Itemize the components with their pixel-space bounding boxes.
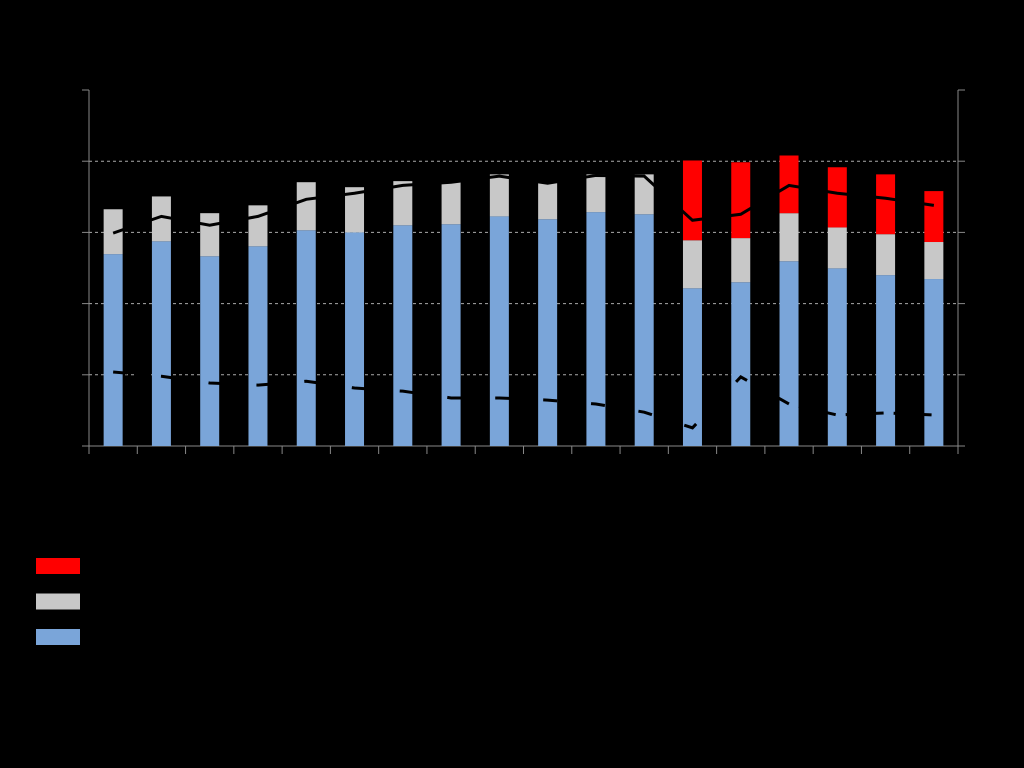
- bar-segment: [489, 174, 509, 217]
- bar-segment: [248, 246, 268, 446]
- bar-segment: [682, 240, 702, 289]
- bar-segment: [731, 162, 751, 239]
- legend-swatch: [36, 593, 80, 610]
- bar-segment: [586, 174, 606, 213]
- bar-segment: [586, 212, 606, 446]
- bar-segment: [248, 205, 268, 247]
- bar-segment: [538, 219, 558, 446]
- bar-segment: [489, 216, 509, 446]
- bar-segment: [345, 187, 365, 233]
- bar-segment: [827, 268, 847, 446]
- bar-segment: [924, 242, 944, 280]
- bar-segment: [296, 230, 316, 446]
- bar-segment: [441, 224, 461, 446]
- bar-segment: [924, 191, 944, 243]
- bar-segment: [682, 160, 702, 241]
- legend-swatch: [36, 629, 80, 645]
- line: [112, 173, 935, 235]
- bar-segment: [731, 282, 751, 446]
- line: [113, 370, 934, 430]
- bar-segment: [634, 214, 654, 446]
- bar-segment: [151, 241, 171, 446]
- bar-segment: [779, 261, 799, 446]
- bar-segment: [393, 181, 413, 226]
- bar-segment: [345, 232, 365, 446]
- bar-segment: [827, 227, 847, 269]
- bar-segment: [634, 174, 654, 215]
- bar-segment: [151, 196, 171, 242]
- bar-segment: [827, 167, 847, 228]
- bar-segment: [296, 182, 316, 231]
- bar-segment: [538, 182, 558, 220]
- bar-segment: [200, 213, 220, 257]
- bar-segment: [876, 174, 896, 235]
- bar-segment: [682, 288, 702, 446]
- bar-segment: [876, 234, 896, 276]
- bar-segment: [441, 182, 461, 225]
- bar-segment: [103, 254, 123, 446]
- bar-segment: [779, 213, 799, 262]
- bar-segment: [393, 225, 413, 446]
- bar-segment: [731, 238, 751, 283]
- bar-segment: [876, 275, 896, 446]
- bar-segment: [200, 256, 220, 446]
- bar-segment: [924, 279, 944, 446]
- legend-swatch: [36, 558, 80, 574]
